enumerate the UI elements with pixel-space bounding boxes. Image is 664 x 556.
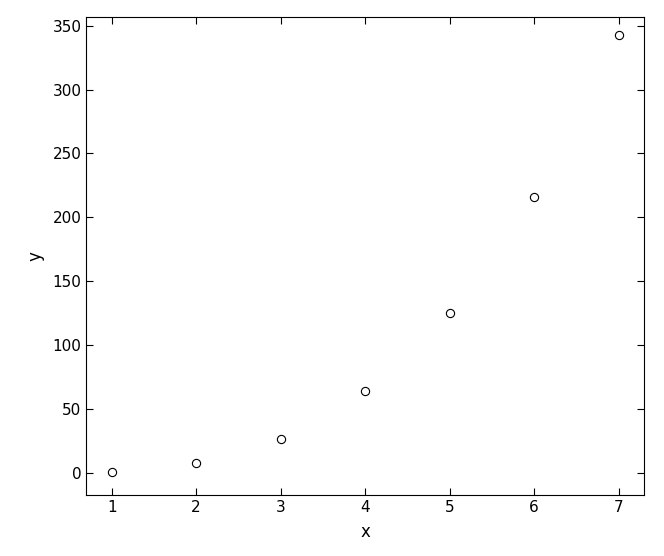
- Point: [360, 387, 371, 396]
- Y-axis label: y: y: [26, 251, 44, 261]
- Point: [444, 309, 455, 317]
- Point: [276, 434, 286, 443]
- Point: [191, 459, 201, 468]
- Point: [106, 468, 117, 476]
- X-axis label: x: x: [361, 523, 370, 541]
- Point: [614, 30, 624, 39]
- Point: [529, 192, 540, 201]
